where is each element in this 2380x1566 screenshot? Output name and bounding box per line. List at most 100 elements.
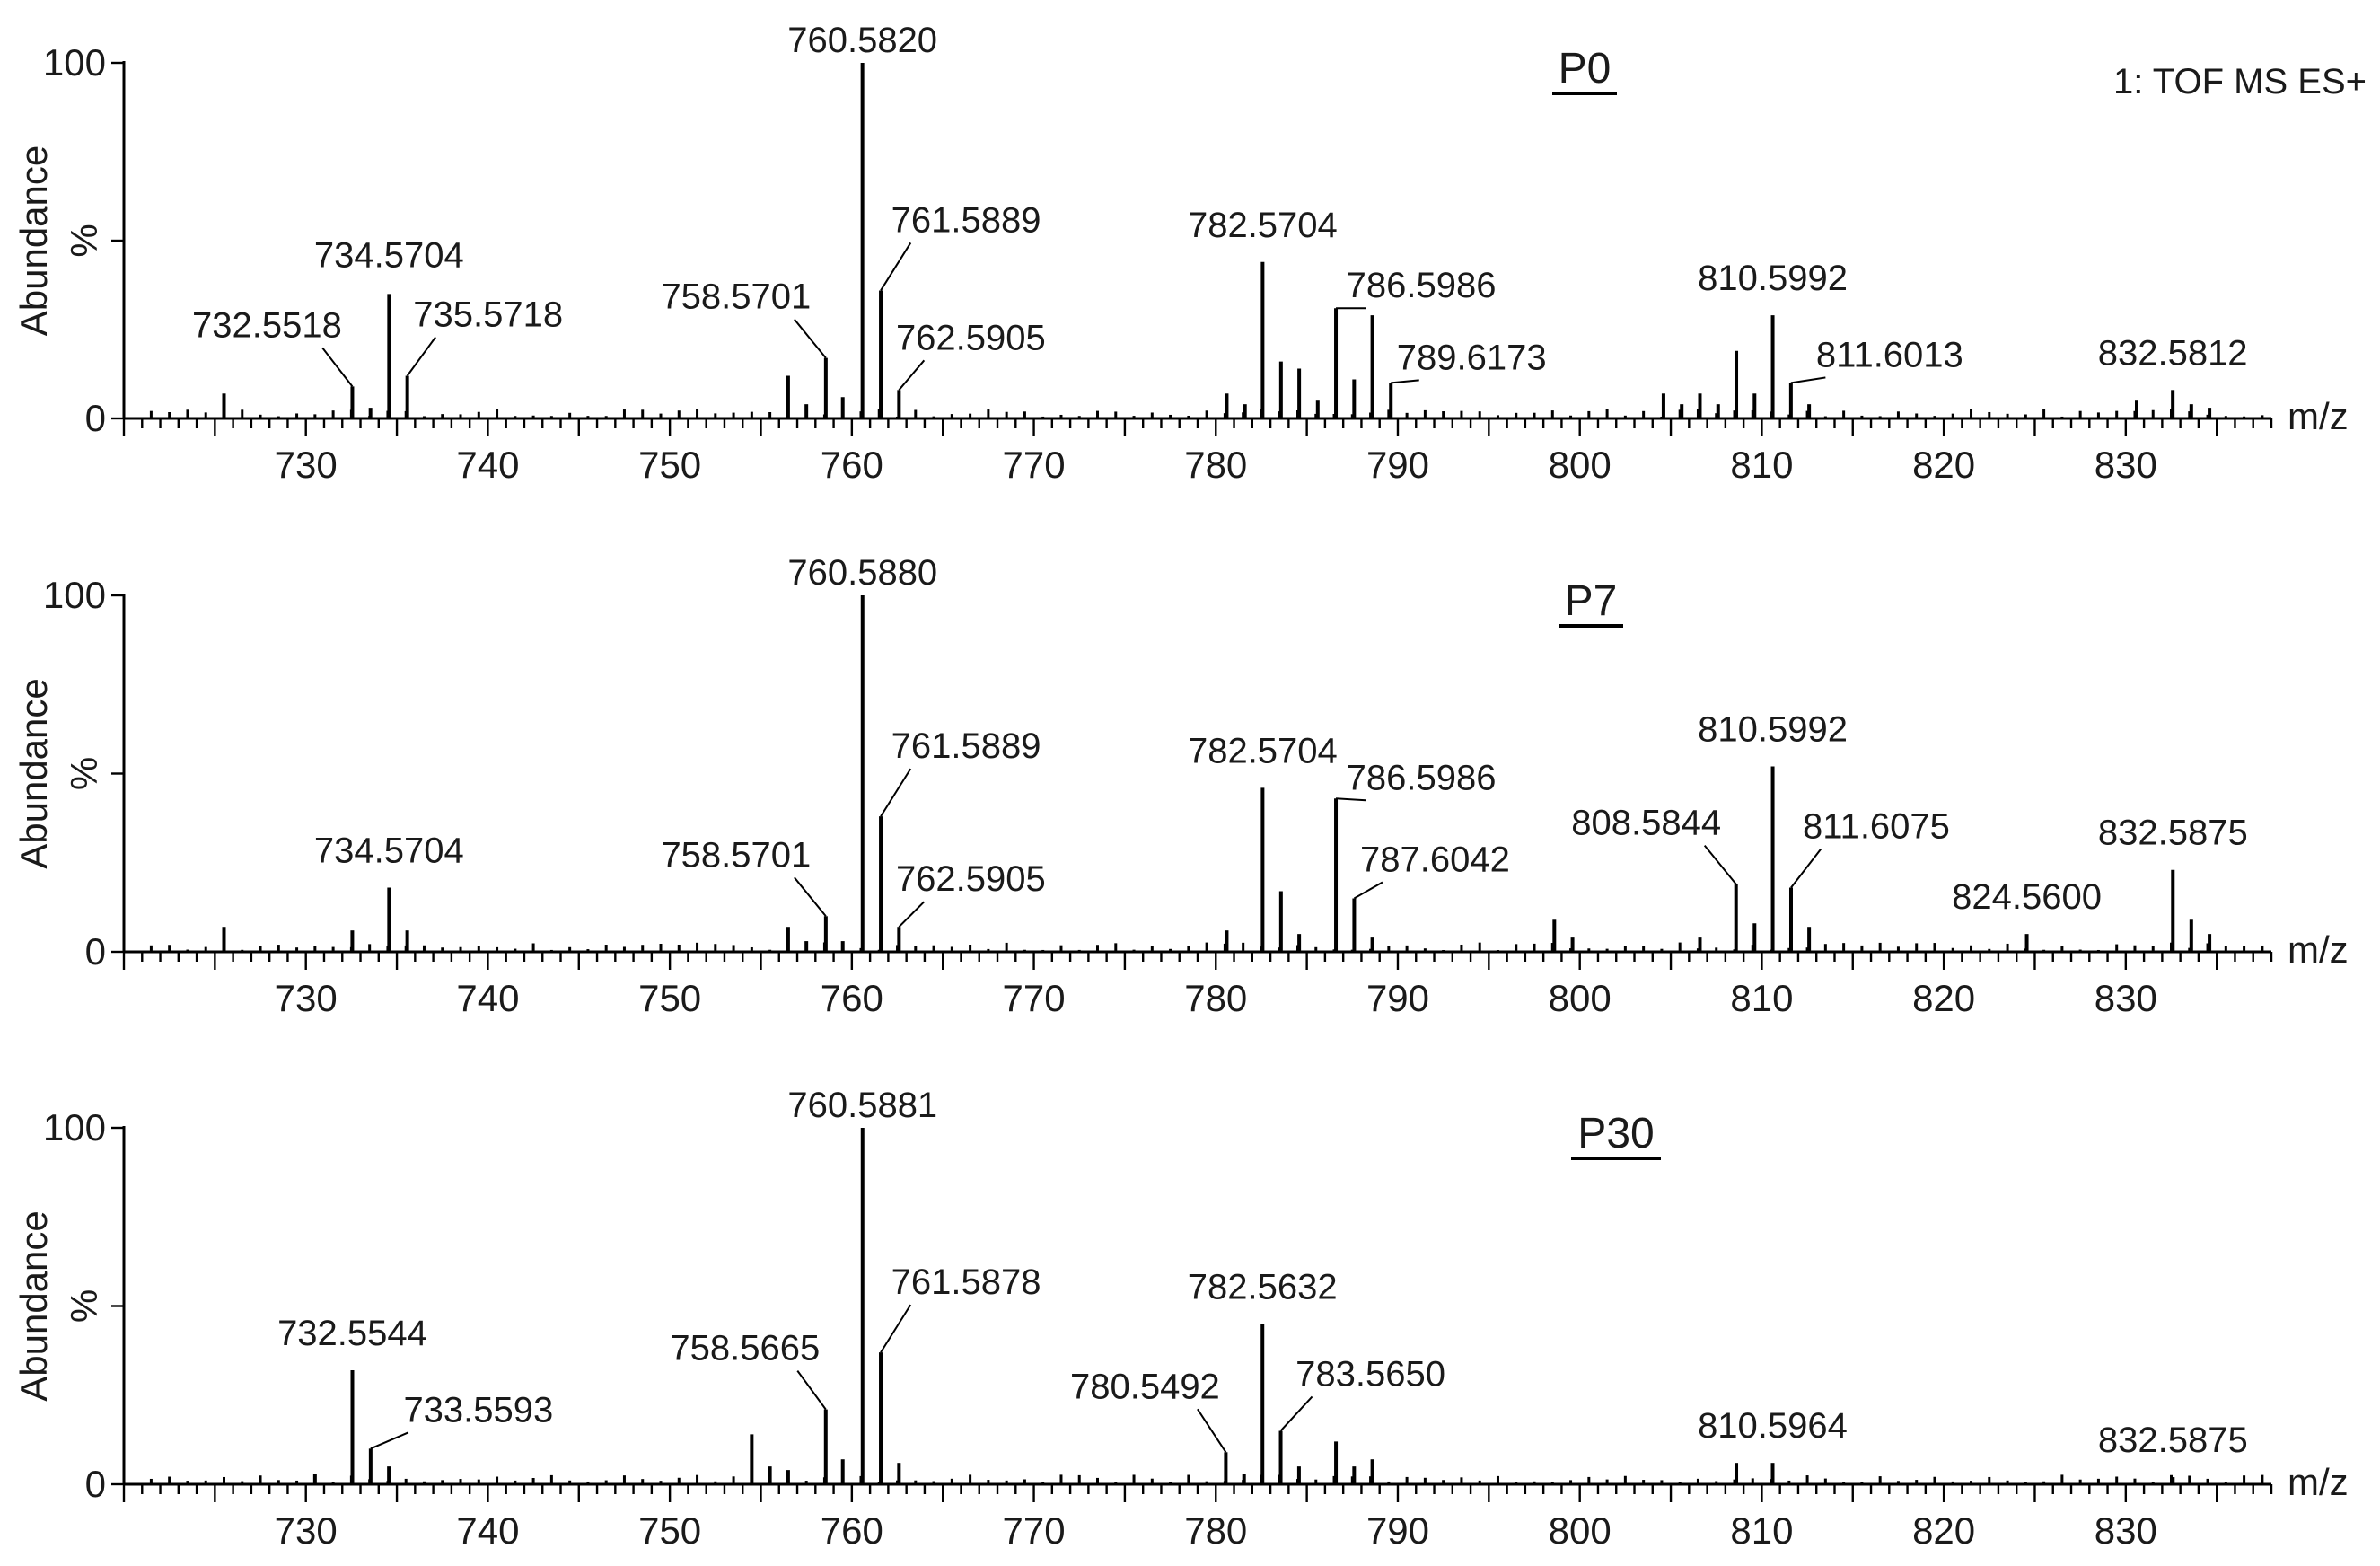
label-leader (796, 1370, 827, 1411)
x-tick-label: 820 (1912, 1509, 1975, 1552)
peak-label: 832.5812 (2098, 333, 2248, 373)
label-leader (794, 876, 827, 917)
peak-label: 786.5986 (1347, 758, 1497, 797)
label-leader (1197, 1408, 1227, 1453)
peak-label: 732.5518 (192, 305, 342, 345)
peak-label: 732.5544 (277, 1314, 427, 1353)
x-tick-label: 770 (1003, 977, 1066, 1019)
x-axis-title: m/z (2288, 1461, 2349, 1503)
x-tick-label: 800 (1549, 977, 1612, 1019)
peak-label: 735.5718 (413, 295, 563, 334)
peak-label: 734.5704 (314, 235, 464, 275)
label-leader (898, 901, 926, 928)
spectrum-panel-p0: 0 100%Abundance 730 740 750 760 770 780 790 800 81… (13, 21, 2367, 486)
peak-label: 760.5880 (787, 553, 937, 593)
x-tick-label: 730 (275, 444, 338, 486)
peak-label: 810.5992 (1698, 259, 1848, 298)
x-axis-title: m/z (2288, 928, 2349, 971)
x-tick-label: 750 (638, 444, 701, 486)
y-tick-label: 100 (43, 41, 106, 84)
peak-label: 810.5992 (1698, 710, 1848, 750)
x-tick-label: 790 (1366, 1509, 1429, 1552)
y-axis-title: Abundance (13, 1210, 55, 1402)
x-tick-label: 820 (1912, 444, 1975, 486)
x-tick-label: 780 (1184, 444, 1247, 486)
peak-label: 761.5889 (891, 726, 1041, 766)
x-tick-label: 800 (1549, 444, 1612, 486)
x-tick-label: 800 (1549, 1509, 1612, 1552)
y-tick-label: 0 (85, 930, 106, 972)
label-leader (1279, 1395, 1313, 1432)
peak-label: 786.5986 (1347, 266, 1497, 305)
x-tick-label: 790 (1366, 977, 1429, 1019)
y-unit-label: % (63, 1289, 105, 1323)
peak-label: 783.5650 (1295, 1354, 1445, 1394)
peak-label: 787.6042 (1360, 840, 1510, 879)
x-tick-label: 830 (2095, 977, 2157, 1019)
y-unit-label: % (63, 224, 105, 257)
x-tick-label: 760 (821, 977, 883, 1019)
instrument-mode-label: 1: TOF MS ES+ (2113, 62, 2367, 101)
x-tick-label: 790 (1366, 444, 1429, 486)
peak-label: 832.5875 (2098, 814, 2248, 853)
peak-label: 782.5704 (1188, 206, 1338, 245)
label-leader (1790, 848, 1822, 889)
x-tick-label: 780 (1184, 1509, 1247, 1552)
x-tick-label: 830 (2095, 444, 2157, 486)
label-leader (898, 359, 926, 391)
label-leader (1703, 844, 1737, 885)
y-tick-label: 0 (85, 397, 106, 439)
peak-label: 761.5889 (891, 200, 1041, 240)
panel-title: P30 (1577, 1110, 1654, 1157)
peak-label: 734.5704 (314, 831, 464, 871)
peak-label: 762.5905 (896, 318, 1046, 357)
x-tick-label: 780 (1184, 977, 1247, 1019)
panel-title: P0 (1559, 45, 1612, 92)
label-leader (1335, 797, 1366, 802)
peak-label: 789.6173 (1397, 338, 1547, 377)
peak-label: 762.5905 (896, 859, 1046, 899)
x-tick-label: 760 (821, 444, 883, 486)
label-leader (880, 768, 912, 817)
peak-label: 758.5665 (670, 1329, 820, 1368)
peak-label: 761.5878 (891, 1262, 1041, 1302)
label-leader (321, 347, 354, 387)
y-axis-title: Abundance (13, 145, 55, 337)
y-tick-label: 100 (43, 1106, 106, 1148)
x-tick-label: 810 (1730, 977, 1793, 1019)
y-unit-label: % (63, 757, 105, 790)
x-axis-title: m/z (2288, 395, 2349, 437)
peak-label: 758.5701 (661, 277, 811, 317)
x-tick-label: 730 (275, 1509, 338, 1552)
x-tick-label: 770 (1003, 444, 1066, 486)
x-tick-label: 750 (638, 1509, 701, 1552)
y-tick-label: 100 (43, 574, 106, 616)
x-tick-label: 830 (2095, 1509, 2157, 1552)
peak-label: 758.5701 (661, 835, 811, 875)
peak-label: 810.5964 (1698, 1406, 1848, 1446)
x-tick-label: 810 (1730, 444, 1793, 486)
label-leader (1391, 379, 1419, 384)
spectrum-panel-p7: 0 100%Abundance 730 740 750 760 770 780 790 800 81… (13, 553, 2349, 1019)
peak-label: 824.5600 (1952, 877, 2102, 917)
peak-label: 811.6075 (1803, 807, 1950, 847)
y-axis-title: Abundance (13, 678, 55, 869)
panel-title: P7 (1565, 577, 1618, 625)
x-tick-label: 740 (456, 977, 519, 1019)
label-leader (794, 319, 827, 359)
x-tick-label: 730 (275, 977, 338, 1019)
peak-label: 760.5881 (787, 1086, 937, 1125)
x-tick-label: 740 (456, 1509, 519, 1552)
label-leader (406, 336, 436, 377)
peak-label: 780.5492 (1070, 1367, 1220, 1406)
label-leader (370, 1431, 409, 1450)
label-leader (880, 242, 912, 291)
x-tick-label: 770 (1003, 1509, 1066, 1552)
y-tick-label: 0 (85, 1463, 106, 1505)
label-leader (1353, 881, 1383, 900)
x-tick-label: 820 (1912, 977, 1975, 1019)
label-leader (880, 1304, 912, 1353)
x-tick-label: 750 (638, 977, 701, 1019)
peak-label: 832.5875 (2098, 1421, 2248, 1460)
